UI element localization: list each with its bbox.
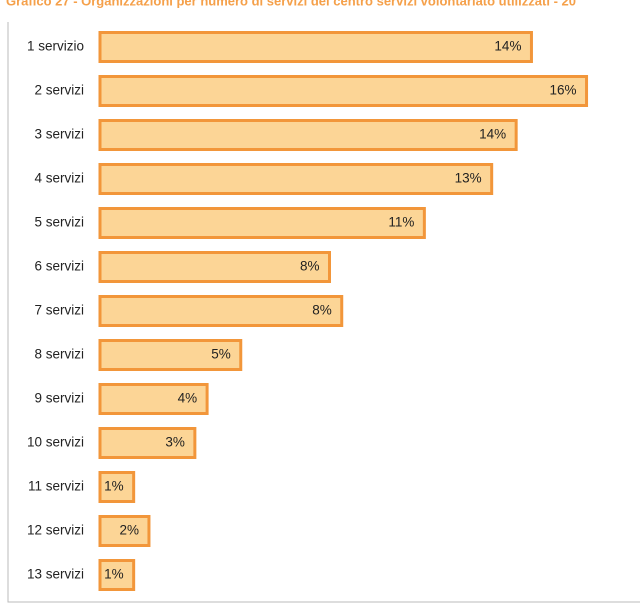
category-label: 5 servizi [34,215,84,230]
value-label: 11% [388,215,414,230]
value-label: 1% [104,479,124,494]
category-label: 9 servizi [34,391,84,406]
category-label: 11 servizi [28,479,84,494]
bar [98,515,151,547]
bar [98,207,426,239]
chart-frame [7,22,640,603]
value-label: 3% [165,435,185,450]
bar [98,383,209,415]
category-label: 2 servizi [34,83,84,98]
category-label: 6 servizi [34,259,84,274]
category-label: 1 servizio [27,39,84,54]
bar [98,295,344,327]
bar [98,119,518,151]
bar [98,471,136,503]
chart-title: Grafico 27 - Organizzazioni per numero d… [6,0,576,8]
bar [98,163,494,195]
category-label: 4 servizi [34,171,84,186]
category-label: 13 servizi [27,567,84,582]
value-label: 5% [211,347,231,362]
category-label: 3 servizi [34,127,84,142]
category-label: 10 servizi [27,435,84,450]
value-label: 2% [119,523,139,538]
bar [98,427,197,459]
bar [98,75,589,107]
value-label: 4% [178,391,198,406]
value-label: 8% [312,303,332,318]
category-label: 12 servizi [27,523,84,538]
value-label: 14% [479,127,506,142]
bar [98,559,136,591]
value-label: 13% [455,171,482,186]
category-label: 8 servizi [34,347,84,362]
value-label: 1% [104,567,124,582]
bar [98,31,533,63]
value-label: 16% [550,83,577,98]
bar [98,251,331,283]
value-label: 8% [300,259,320,274]
bar [98,339,243,371]
value-label: 14% [494,39,521,54]
category-label: 7 servizi [34,303,84,318]
